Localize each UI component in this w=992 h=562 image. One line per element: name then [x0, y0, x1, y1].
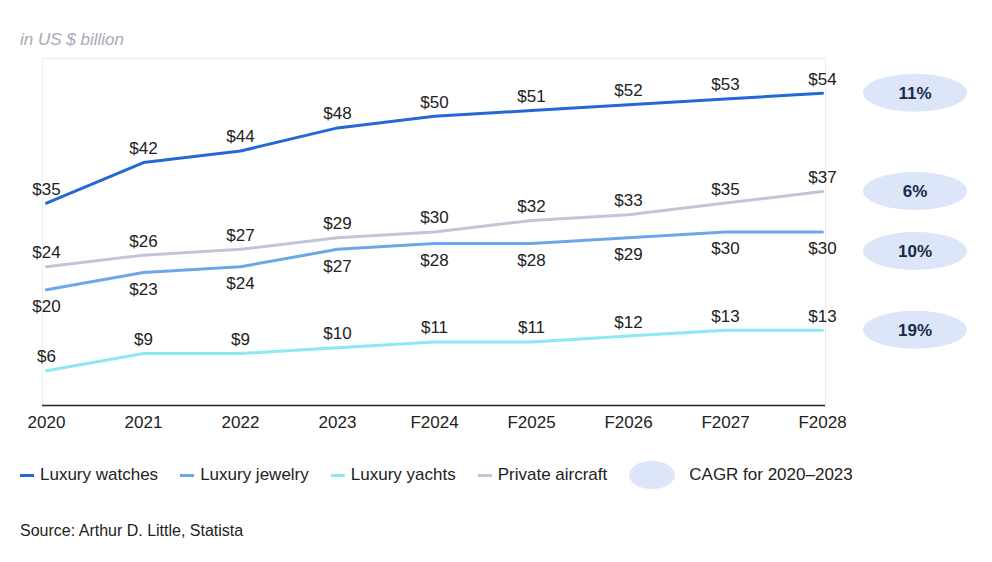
html-text:CAGR for 2020–2023: CAGR for 2020–2023: [689, 465, 853, 484]
svg-text:F2025: F2025: [507, 413, 555, 432]
svg-text:$27: $27: [323, 257, 351, 276]
svg-text:2020: 2020: [28, 413, 66, 432]
html-text:Source: Arthur D. Little, Stat: Source: Arthur D. Little, Statista: [20, 522, 244, 539]
svg-text:$10: $10: [323, 324, 351, 343]
svg-text:$9: $9: [134, 330, 153, 349]
svg-text:F2027: F2027: [701, 413, 749, 432]
svg-text:2021: 2021: [125, 413, 163, 432]
svg-text:$30: $30: [711, 239, 739, 258]
svg-text:$29: $29: [614, 245, 642, 264]
svg-text:$35: $35: [32, 180, 60, 199]
svg-text:19%: 19%: [898, 321, 932, 340]
svg-text:2023: 2023: [319, 413, 357, 432]
svg-text:$6: $6: [37, 347, 56, 366]
svg-text:$50: $50: [420, 93, 448, 112]
svg-text:$37: $37: [808, 168, 836, 187]
svg-text:10%: 10%: [898, 242, 932, 261]
svg-text:$28: $28: [420, 251, 448, 270]
html-text:Luxury watches: Luxury watches: [40, 465, 159, 484]
svg-text:$20: $20: [32, 297, 60, 316]
svg-text:$30: $30: [808, 239, 836, 258]
svg-text:$54: $54: [808, 70, 836, 89]
html-text:Luxury jewelry: Luxury jewelry: [200, 465, 309, 484]
svg-text:$13: $13: [808, 307, 836, 326]
svg-text:$33: $33: [614, 191, 642, 210]
svg-text:$44: $44: [226, 127, 254, 146]
svg-text:$26: $26: [129, 232, 157, 251]
svg-text:2022: 2022: [222, 413, 260, 432]
svg-text:$48: $48: [323, 104, 351, 123]
html-text:Luxury yachts: Luxury yachts: [350, 465, 456, 484]
html-text:in US $ billion: in US $ billion: [20, 30, 124, 49]
svg-text:$30: $30: [420, 208, 448, 227]
svg-text:$35: $35: [711, 180, 739, 199]
svg-text:$51: $51: [517, 87, 545, 106]
svg-text:$32: $32: [517, 197, 545, 216]
svg-text:F2024: F2024: [410, 413, 458, 432]
svg-text:F2028: F2028: [798, 413, 846, 432]
svg-text:$24: $24: [32, 243, 60, 262]
svg-text:$13: $13: [711, 307, 739, 326]
svg-text:$9: $9: [231, 330, 250, 349]
svg-text:$23: $23: [129, 280, 157, 299]
svg-text:$52: $52: [614, 81, 642, 100]
svg-text:$11: $11: [518, 318, 545, 337]
svg-text:6%: 6%: [903, 182, 928, 201]
svg-text:F2026: F2026: [604, 413, 652, 432]
svg-text:11%: 11%: [898, 84, 931, 103]
svg-text:$27: $27: [226, 226, 254, 245]
svg-text:$53: $53: [711, 75, 739, 94]
svg-text:$29: $29: [323, 214, 351, 233]
svg-text:$11: $11: [421, 318, 448, 337]
html-text:Private aircraft: Private aircraft: [497, 465, 608, 484]
svg-text:$28: $28: [517, 251, 545, 270]
svg-text:$42: $42: [129, 139, 157, 158]
svg-text:$24: $24: [226, 274, 254, 293]
svg-text:$12: $12: [614, 313, 642, 332]
